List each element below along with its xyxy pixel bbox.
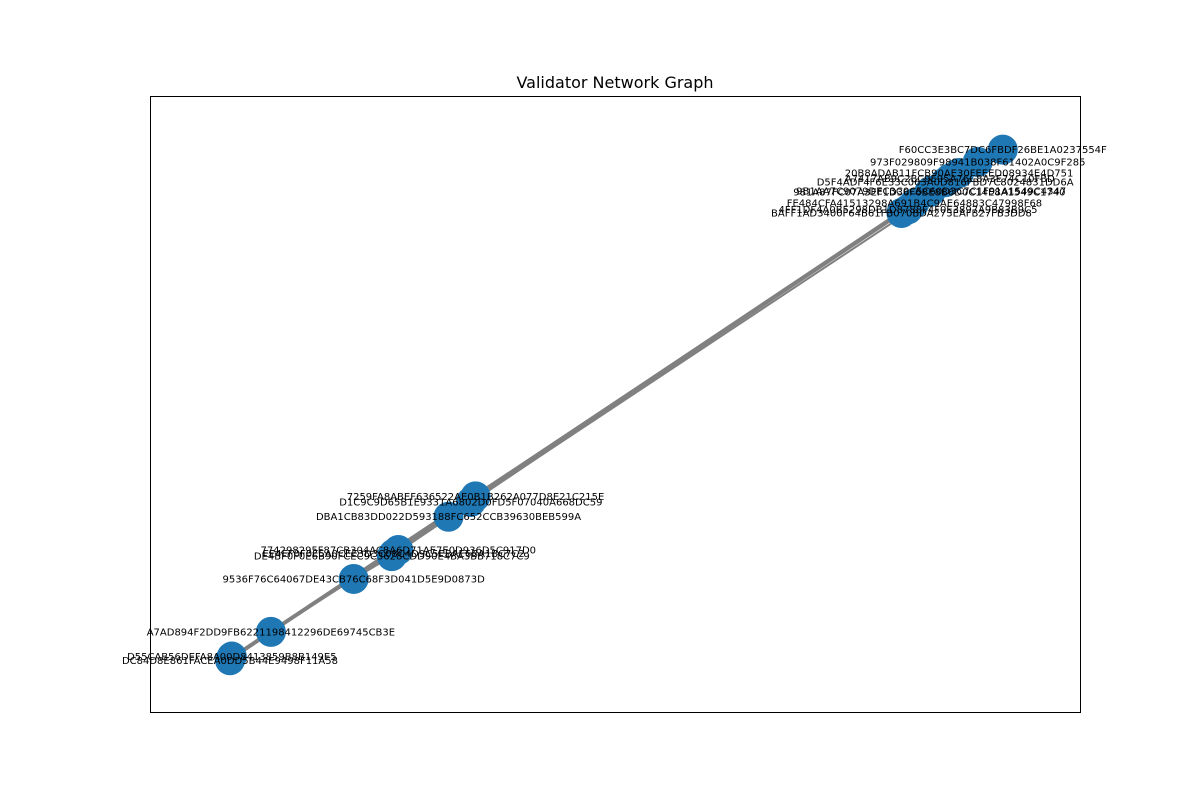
node-19[interactable] <box>214 645 245 676</box>
node-label-15: DE4BF0F0E6B90FCEC9C3628CDD90E4BA3BB718C7… <box>254 552 530 563</box>
node-17[interactable] <box>255 616 286 647</box>
node-label-6: 981A87FC07A3EF1D36F6BE8B6D0C14E8A1549C17… <box>793 188 1065 199</box>
node-label-10: 7259FA8ABEF636522AE0B1B262A077D8E21C215E <box>347 492 605 503</box>
nodes-layer <box>214 134 1018 676</box>
node-label-3: A7417AB9C2BC9E95A76C8A3E74C10FBD <box>845 174 1055 185</box>
node-label-7: FE484CFA41513298A691B4C9AE64883C47998F68 <box>787 199 1042 210</box>
node-9[interactable] <box>886 198 917 229</box>
node-label-4: D5F4ADF4F6E33C063A0D816FBD7C8024831DD6A <box>817 178 1074 189</box>
node-label-2: 20B8ADAB11FCB90AE30FEEED08934E4D751 <box>845 169 1074 180</box>
node-label-14: EE4EF0F0E5A0CEE3D3C08C4D9C5EBAE6BA1BC7C2 <box>263 549 525 560</box>
node-label-8: 4FF1DF4A0B5298DB1D8788F4F0E3897A9B83B9C5 <box>778 205 1037 216</box>
node-label-17: A7AD894F2DD9FB6221198412296DE69745CB3E <box>147 627 395 638</box>
node-0[interactable] <box>987 134 1018 165</box>
node-label-9: BAFF1AD3400F64B61FB070BDA273EAFB27FB3DD8 <box>771 209 1032 220</box>
node-label-13: 774298295F87CB304AC8A6D71AE7E0D936D5C917… <box>261 545 537 556</box>
node-label-18: D55CAB56DEFA8A00D8413859B8B149E5 <box>127 652 337 663</box>
node-label-0: F60CC3E3BC7DC6FBDF26BE1A0237554F <box>899 145 1107 156</box>
node-label-11: D1C9C9D65B1E9331A6802D0FD5F07040A668DC59 <box>339 497 602 508</box>
node-11[interactable] <box>455 486 486 517</box>
node-15[interactable] <box>376 541 407 572</box>
chart-title: Validator Network Graph <box>516 73 713 92</box>
node-label-12: DBA1CB83DD022D593188FC652CCB39630BEB599A <box>316 512 581 523</box>
node-label-1: 973F029809F98941B038F61402A0C9F285 <box>870 157 1085 168</box>
node-label-16: 9536F76C64067DE43CB76C68F3D041D5E9D0873D <box>223 574 486 585</box>
labels-layer: F60CC3E3BC7DC6FBDF26BE1A0237554F973F0298… <box>122 145 1107 667</box>
node-12[interactable] <box>433 501 464 532</box>
node-label-5: 9B1AA7C9079DEC3C0C5C60D3C7C1F91A1549C434… <box>796 186 1066 197</box>
node-label-19: DC84D8E861FACEA0DD5B44E9498F11A58 <box>122 656 338 667</box>
plot-frame <box>150 96 1081 713</box>
node-16[interactable] <box>338 563 369 594</box>
